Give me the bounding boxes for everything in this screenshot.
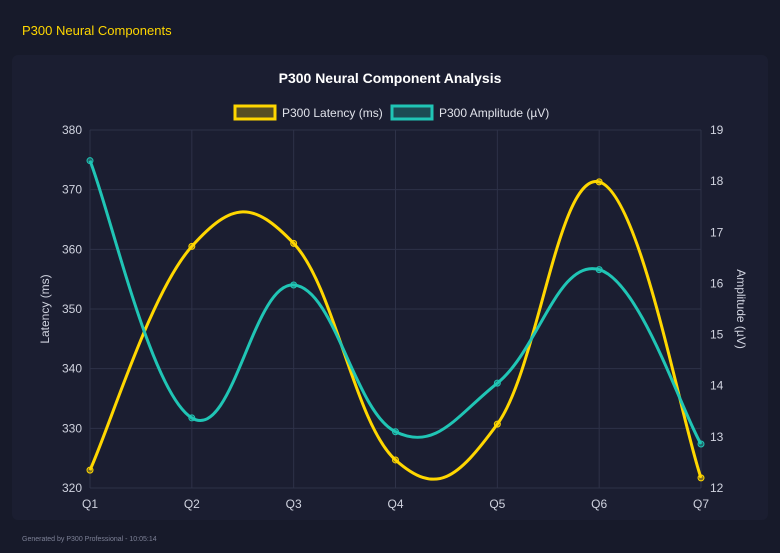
chart-title: P300 Neural Component Analysis <box>279 70 502 86</box>
y-left-axis-label: Latency (ms) <box>38 274 52 343</box>
footer-text: Generated by P300 Professional - 10:05:1… <box>22 536 157 543</box>
y-right-tick-label: 13 <box>710 430 724 444</box>
x-tick-label: Q7 <box>693 497 709 511</box>
data-point <box>86 466 94 474</box>
data-point <box>697 440 705 448</box>
legend-swatch <box>233 104 277 121</box>
x-tick-label: Q2 <box>184 497 200 511</box>
y-right-tick-label: 17 <box>710 225 724 239</box>
chart-panel <box>12 55 768 520</box>
y-left-tick-label: 320 <box>62 481 82 495</box>
y-right-tick-label: 12 <box>710 481 724 495</box>
data-point <box>493 420 501 428</box>
y-left-tick-label: 340 <box>62 362 82 376</box>
x-tick-label: Q1 <box>82 497 98 511</box>
y-right-tick-label: 18 <box>710 174 724 188</box>
legend-label: P300 Latency (ms) <box>282 106 383 120</box>
data-point <box>493 379 501 387</box>
data-point <box>290 281 298 289</box>
y-left-tick-label: 360 <box>62 242 82 256</box>
y-right-axis-label: Amplitude (µV) <box>734 269 748 349</box>
y-right-tick-label: 15 <box>710 328 724 342</box>
y-left-tick-label: 350 <box>62 302 82 316</box>
data-point <box>595 266 603 274</box>
series-line <box>88 160 703 445</box>
data-point <box>188 242 196 250</box>
x-tick-label: Q6 <box>591 497 607 511</box>
x-tick-label: Q3 <box>286 497 302 511</box>
y-right-tick-label: 14 <box>710 379 724 393</box>
y-left-tick-label: 380 <box>62 123 82 137</box>
series-line <box>88 180 703 481</box>
data-point <box>290 239 298 247</box>
x-tick-label: Q4 <box>387 497 403 511</box>
data-point <box>392 428 399 436</box>
y-right-tick-label: 19 <box>710 123 724 137</box>
data-point <box>392 456 399 464</box>
legend-label: P300 Amplitude (µV) <box>439 106 549 120</box>
x-tick-label: Q5 <box>489 497 505 511</box>
data-point <box>188 414 196 422</box>
data-point <box>697 474 705 482</box>
page-title: P300 Neural Components <box>22 23 172 38</box>
y-left-tick-label: 370 <box>62 183 82 197</box>
legend-swatch <box>390 104 434 121</box>
y-right-tick-label: 16 <box>710 276 724 290</box>
y-left-tick-label: 330 <box>62 421 82 435</box>
data-point <box>595 178 603 186</box>
data-point <box>86 157 94 165</box>
